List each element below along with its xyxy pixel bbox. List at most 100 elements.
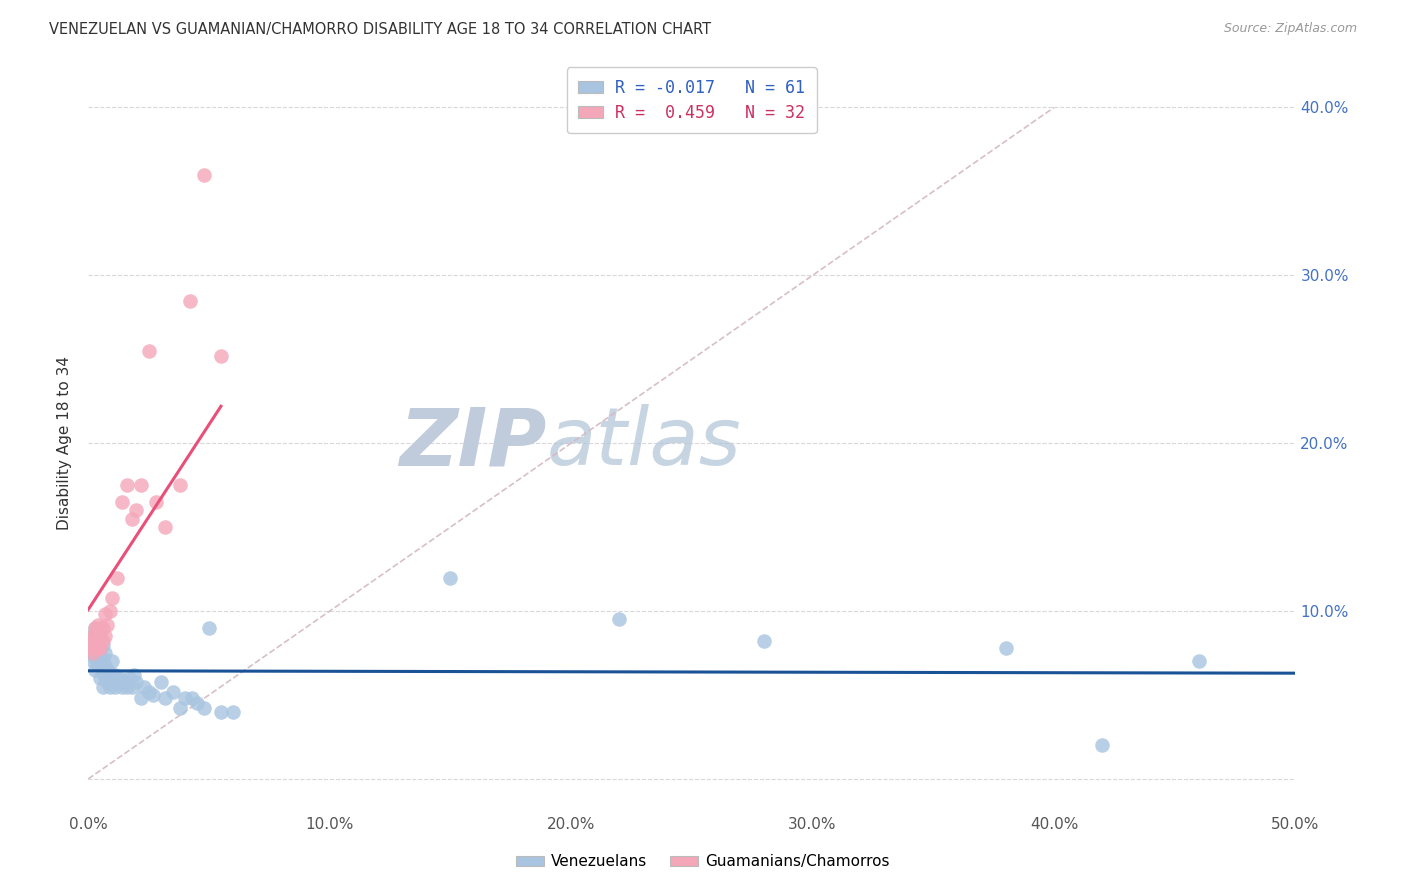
Point bbox=[173, 691, 195, 706]
Point bbox=[89, 640, 111, 655]
Point bbox=[115, 478, 138, 492]
Point bbox=[94, 629, 117, 643]
Point bbox=[101, 671, 124, 685]
Point bbox=[118, 671, 141, 685]
Point bbox=[209, 349, 232, 363]
Point bbox=[84, 663, 107, 677]
Point bbox=[101, 591, 124, 605]
Point bbox=[89, 671, 111, 685]
Point bbox=[138, 343, 160, 358]
Point bbox=[122, 668, 145, 682]
Text: atlas: atlas bbox=[547, 404, 742, 483]
Point bbox=[108, 671, 131, 685]
Point bbox=[138, 684, 160, 698]
Point bbox=[79, 634, 101, 648]
Point bbox=[169, 478, 191, 492]
Point bbox=[104, 680, 127, 694]
Point bbox=[82, 629, 104, 643]
Point bbox=[98, 604, 121, 618]
Point bbox=[105, 674, 128, 689]
Point bbox=[89, 655, 111, 669]
Point bbox=[96, 617, 118, 632]
Point bbox=[87, 657, 110, 672]
Legend: R = -0.017   N = 61, R =  0.459   N = 32: R = -0.017 N = 61, R = 0.459 N = 32 bbox=[567, 68, 817, 134]
Point bbox=[115, 680, 138, 694]
Point bbox=[82, 640, 104, 655]
Text: Source: ZipAtlas.com: Source: ZipAtlas.com bbox=[1223, 22, 1357, 36]
Point bbox=[105, 570, 128, 584]
Point bbox=[129, 691, 152, 706]
Point bbox=[198, 621, 221, 635]
Point bbox=[155, 691, 177, 706]
Point bbox=[96, 663, 118, 677]
Point bbox=[609, 612, 631, 626]
Point bbox=[91, 634, 114, 648]
Point bbox=[84, 640, 107, 655]
Point bbox=[82, 627, 104, 641]
Point bbox=[89, 621, 111, 635]
Point bbox=[87, 632, 110, 647]
Point bbox=[209, 705, 232, 719]
Point bbox=[84, 651, 107, 665]
Legend: Venezuelans, Guamanians/Chamorros: Venezuelans, Guamanians/Chamorros bbox=[510, 848, 896, 875]
Point bbox=[179, 293, 201, 308]
Point bbox=[84, 621, 107, 635]
Point bbox=[82, 646, 104, 660]
Point bbox=[94, 657, 117, 672]
Point bbox=[79, 640, 101, 655]
Point bbox=[87, 646, 110, 660]
Point bbox=[125, 503, 148, 517]
Point bbox=[1188, 655, 1211, 669]
Point bbox=[193, 701, 215, 715]
Point bbox=[132, 680, 155, 694]
Point bbox=[121, 512, 143, 526]
Point bbox=[101, 655, 124, 669]
Point bbox=[129, 478, 152, 492]
Point bbox=[112, 674, 135, 689]
Point bbox=[89, 640, 111, 655]
Point bbox=[98, 680, 121, 694]
Point bbox=[84, 621, 107, 635]
Point bbox=[94, 607, 117, 622]
Point bbox=[1091, 739, 1114, 753]
Point bbox=[439, 570, 461, 584]
Point bbox=[104, 668, 127, 682]
Point bbox=[91, 680, 114, 694]
Point bbox=[162, 684, 184, 698]
Point bbox=[79, 646, 101, 660]
Point bbox=[87, 629, 110, 643]
Y-axis label: Disability Age 18 to 34: Disability Age 18 to 34 bbox=[58, 356, 72, 530]
Point bbox=[994, 640, 1017, 655]
Point bbox=[121, 680, 143, 694]
Point bbox=[96, 674, 118, 689]
Point bbox=[111, 495, 134, 509]
Point bbox=[169, 701, 191, 715]
Point bbox=[89, 629, 111, 643]
Point bbox=[91, 651, 114, 665]
Point bbox=[91, 666, 114, 681]
Point bbox=[111, 680, 134, 694]
Point bbox=[155, 520, 177, 534]
Point bbox=[98, 666, 121, 681]
Point bbox=[94, 646, 117, 660]
Point bbox=[145, 495, 167, 509]
Point bbox=[91, 638, 114, 652]
Point bbox=[79, 634, 101, 648]
Point bbox=[87, 617, 110, 632]
Point bbox=[84, 638, 107, 652]
Point bbox=[149, 674, 172, 689]
Point bbox=[181, 691, 204, 706]
Point bbox=[87, 640, 110, 655]
Point bbox=[222, 705, 245, 719]
Point bbox=[91, 621, 114, 635]
Text: ZIP: ZIP bbox=[399, 404, 547, 483]
Point bbox=[754, 634, 776, 648]
Point bbox=[186, 697, 208, 711]
Point bbox=[193, 168, 215, 182]
Point bbox=[82, 655, 104, 669]
Point bbox=[125, 674, 148, 689]
Point bbox=[142, 688, 165, 702]
Point bbox=[94, 671, 117, 685]
Point bbox=[84, 634, 107, 648]
Text: VENEZUELAN VS GUAMANIAN/CHAMORRO DISABILITY AGE 18 TO 34 CORRELATION CHART: VENEZUELAN VS GUAMANIAN/CHAMORRO DISABIL… bbox=[49, 22, 711, 37]
